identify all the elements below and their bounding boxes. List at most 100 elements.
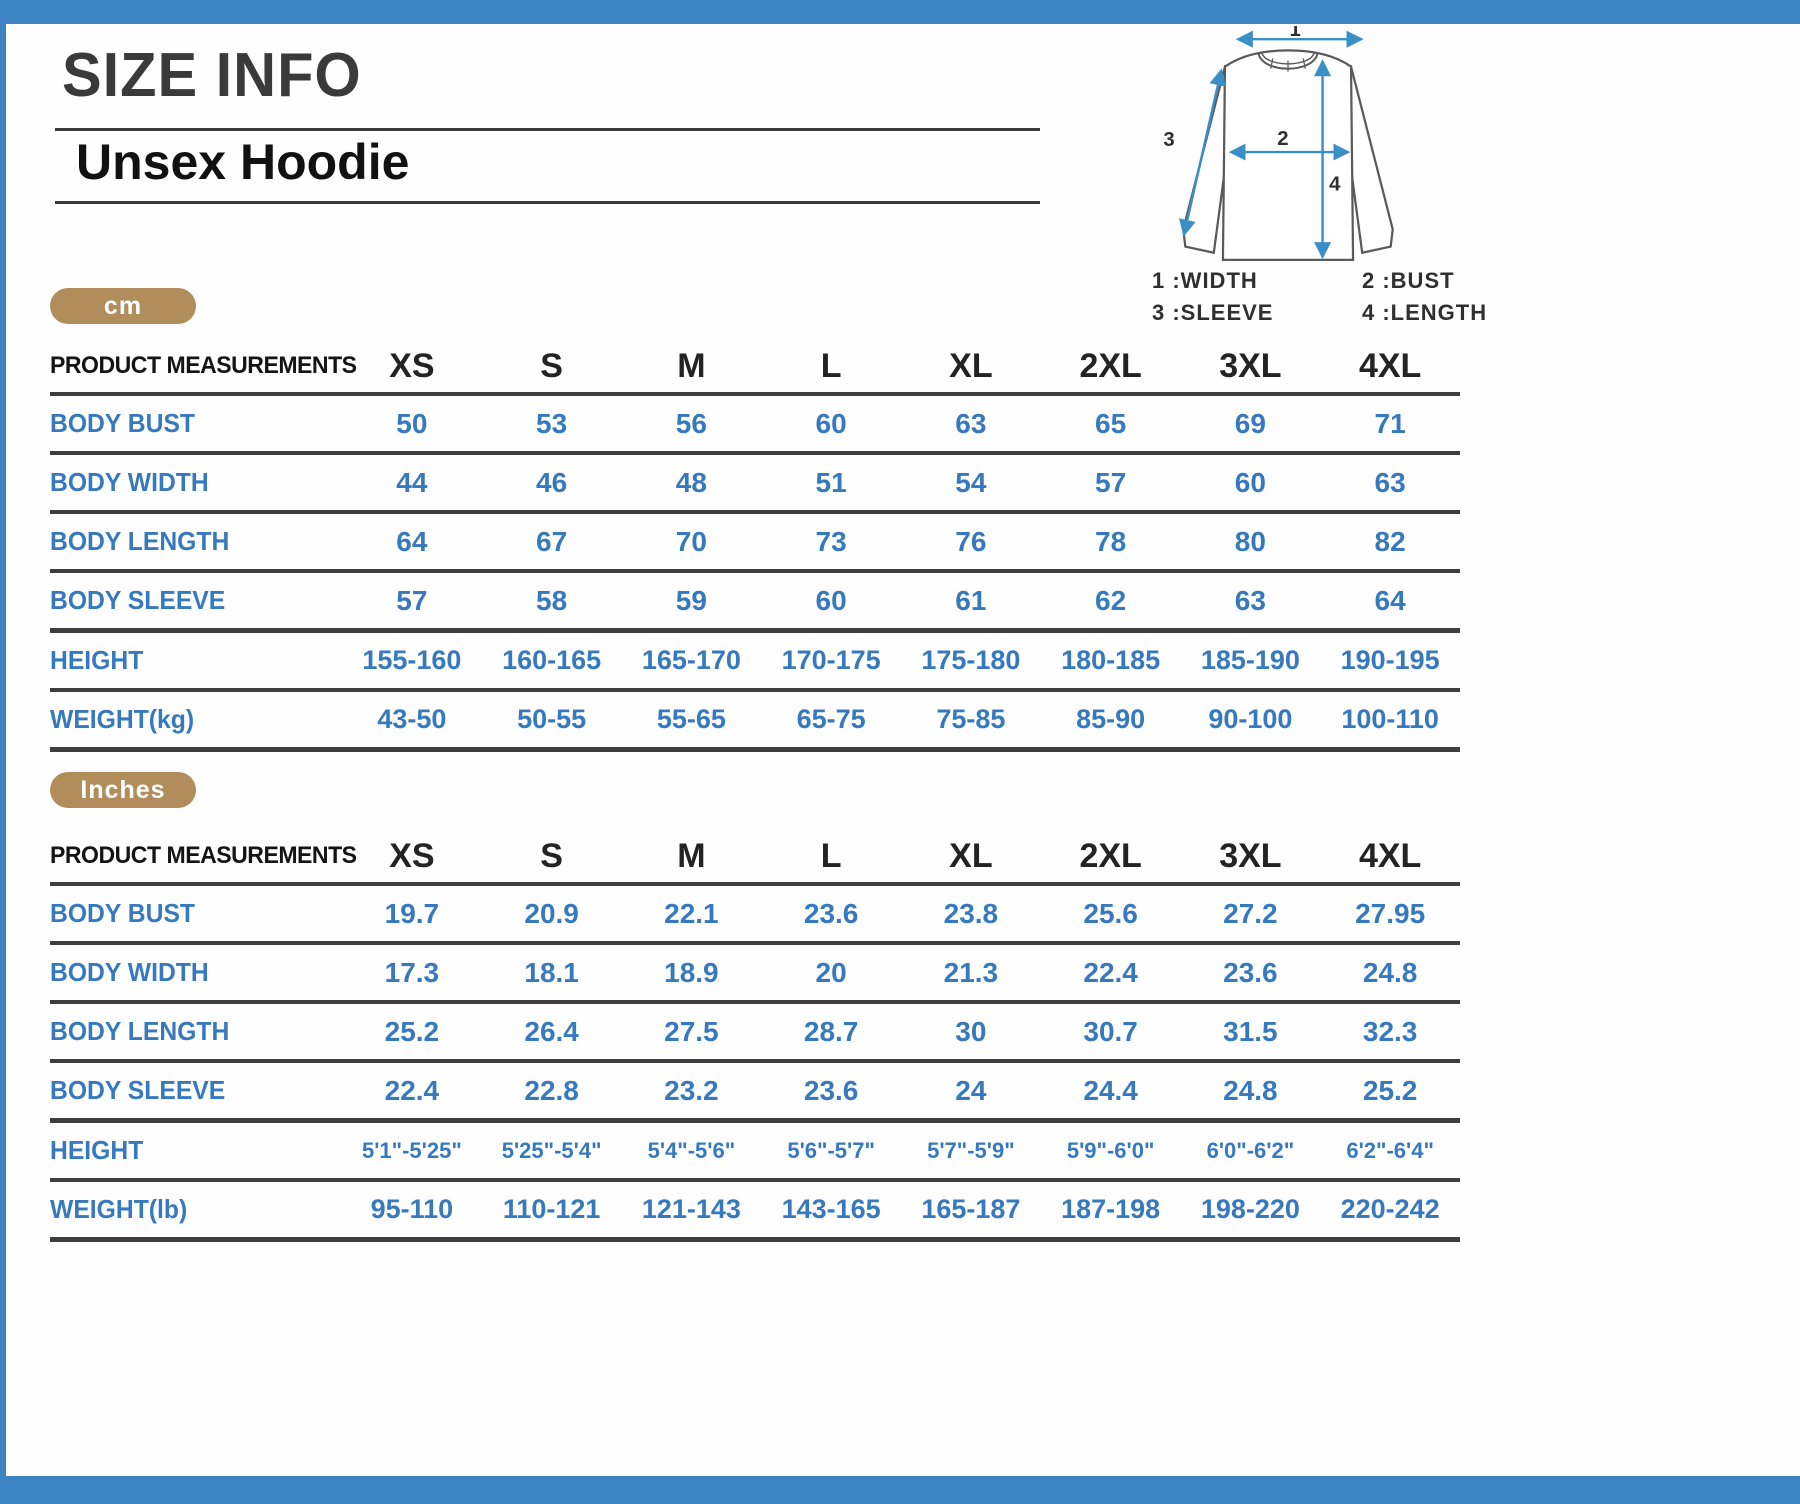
unit-badge-cm: cm	[50, 288, 196, 324]
measurement-value: 5'6"-5'7"	[787, 1137, 875, 1163]
measurement-row-label: HEIGHT	[50, 1135, 144, 1165]
measurement-value: 57	[396, 584, 428, 616]
measurement-value: 55-65	[656, 704, 726, 734]
measurement-value: 44	[396, 466, 428, 498]
measurement-value: 165-187	[921, 1194, 1021, 1224]
measurement-value: 20	[815, 956, 847, 988]
table-row: WEIGHT(lb) 95-110 110-121 121-143 143-165 165…	[50, 1182, 1460, 1242]
measurement-row-label: WEIGHT(kg)	[50, 704, 195, 734]
measurement-value: 50-55	[517, 704, 587, 734]
measurement-value: 60	[1234, 466, 1266, 498]
measurement-value: 21.3	[943, 956, 999, 988]
table-header-row: PRODUCT MEASUREMENTS XS S M L XL 2XL 3XL 4XL	[50, 340, 1460, 396]
size-column-header: 4XL	[1358, 836, 1422, 875]
measurement-value: 75-85	[936, 704, 1006, 734]
measurement-value: 180-185	[1061, 645, 1161, 675]
measurement-row-label: BODY LENGTH	[50, 526, 230, 556]
measurement-value: 26.4	[524, 1015, 579, 1047]
measurement-value: 80	[1234, 525, 1266, 557]
measurement-value: 175-180	[921, 645, 1021, 675]
measurement-value: 63	[1234, 584, 1266, 616]
measurement-value: 60	[815, 584, 847, 616]
measurement-value: 24.8	[1223, 1074, 1278, 1106]
measurement-value: 62	[1095, 584, 1127, 616]
table-row: BODY LENGTH 64 67 70 73 76 78 80 82	[50, 514, 1460, 573]
measurement-value: 46	[536, 466, 568, 498]
measurement-value: 110-121	[502, 1194, 601, 1224]
left-accent-bar	[0, 0, 6, 1504]
size-column-header: XS	[389, 836, 435, 875]
measurement-value: 30	[955, 1015, 987, 1047]
measurement-value: 27.5	[664, 1015, 719, 1047]
size-column-header: M	[677, 836, 706, 875]
table-row: BODY BUST 50 53 56 60 63 65 69 71	[50, 396, 1460, 455]
size-column-header: XL	[949, 346, 993, 385]
legend-item-sleeve: 3 :SLEEVE	[1152, 300, 1274, 325]
bottom-accent-bar	[0, 1476, 1800, 1504]
measurement-value: 56	[675, 407, 707, 439]
measurement-value: 82	[1374, 525, 1406, 557]
measurement-value: 85-90	[1076, 704, 1146, 734]
measurement-value: 95-110	[370, 1194, 454, 1224]
measurement-value: 198-220	[1200, 1194, 1300, 1224]
measurement-value: 220-242	[1340, 1194, 1440, 1224]
measurement-value: 69	[1234, 407, 1266, 439]
measurement-value: 24.8	[1362, 956, 1418, 988]
measurement-value: 5'1"-5'25"	[361, 1137, 462, 1163]
table-row: BODY WIDTH 44 46 48 51 54 57 60 63	[50, 455, 1460, 514]
measurement-value: 170-175	[781, 645, 881, 675]
measurement-value: 60	[815, 407, 847, 439]
size-column-header: L	[820, 346, 842, 385]
measurement-row-label: BODY SLEEVE	[50, 1075, 226, 1105]
page-title: SIZE INFO	[62, 41, 362, 110]
measurement-row-label: BODY WIDTH	[50, 467, 209, 497]
measurement-value: 43-50	[377, 704, 447, 734]
measurement-value: 24	[955, 1074, 987, 1106]
measurement-value: 63	[955, 407, 987, 439]
measurement-value: 71	[1374, 407, 1406, 439]
table-row: BODY SLEEVE 57 58 59 60 61 62 63 64	[50, 573, 1460, 633]
size-column-header: M	[677, 346, 706, 385]
measurement-value: 50	[396, 407, 428, 439]
measurement-value: 27.2	[1223, 897, 1278, 929]
size-column-header: XS	[389, 346, 435, 385]
measurement-value: 64	[1374, 584, 1406, 616]
measurement-value: 23.2	[664, 1074, 719, 1106]
legend-item-width: 1 :WIDTH	[1152, 268, 1258, 293]
measurement-value: 48	[675, 466, 707, 498]
hoodie-outline-icon: 1 2 3 4	[1163, 19, 1394, 261]
measurement-value: 22.8	[524, 1074, 579, 1106]
measurement-row-label: BODY BUST	[50, 408, 196, 438]
measurement-row-label: HEIGHT	[50, 645, 144, 675]
measurement-value: 65-75	[796, 704, 866, 734]
measurement-value: 28.7	[803, 1015, 859, 1047]
measurement-value: 5'25"-5'4"	[501, 1137, 602, 1163]
measurement-value: 20.9	[524, 897, 579, 929]
table-row: BODY WIDTH 17.3 18.1 18.9 20 21.3 22.4 23.6 24.8	[50, 945, 1460, 1004]
table-row: BODY BUST 19.7 20.9 22.1 23.6 23.8 25.6 27.2 27.…	[50, 886, 1460, 945]
measurement-value: 19.7	[384, 897, 440, 929]
measurement-value: 51	[815, 466, 847, 498]
table-row: HEIGHT 155-160 160-165 165-170 170-175 175-18…	[50, 633, 1460, 692]
measurement-value: 6'2"-6'4"	[1346, 1137, 1434, 1163]
unit-badge-inches: Inches	[50, 772, 196, 808]
measurement-row-label: BODY WIDTH	[50, 957, 209, 987]
product-name: Unsex Hoodie	[76, 134, 410, 190]
size-table-inches: Inches PRODUCT MEASUREMENTS XS S M L XL 2XL 3XL…	[50, 772, 1460, 1242]
measurement-value: 5'4"-5'6"	[647, 1137, 736, 1163]
measurement-value: 23.8	[943, 897, 999, 929]
measurement-value: 30.7	[1083, 1015, 1138, 1047]
measurement-value: 90-100	[1208, 704, 1293, 734]
size-column-header: 2XL	[1079, 346, 1142, 385]
size-column-header: 3XL	[1219, 346, 1282, 385]
measurement-row-label: BODY LENGTH	[50, 1016, 230, 1046]
measurement-row-label: WEIGHT(lb)	[50, 1194, 188, 1224]
measurement-value: 23.6	[1223, 956, 1278, 988]
measurement-value: 59	[675, 584, 707, 616]
measurement-value: 27.95	[1355, 897, 1426, 929]
table-header-row: PRODUCT MEASUREMENTS XS S M L XL 2XL 3XL 4XL	[50, 830, 1460, 886]
diagram-marker-4: 4	[1329, 174, 1341, 196]
measurement-value: 22.4	[1083, 956, 1138, 988]
measurement-value: 100-110	[1341, 704, 1439, 734]
